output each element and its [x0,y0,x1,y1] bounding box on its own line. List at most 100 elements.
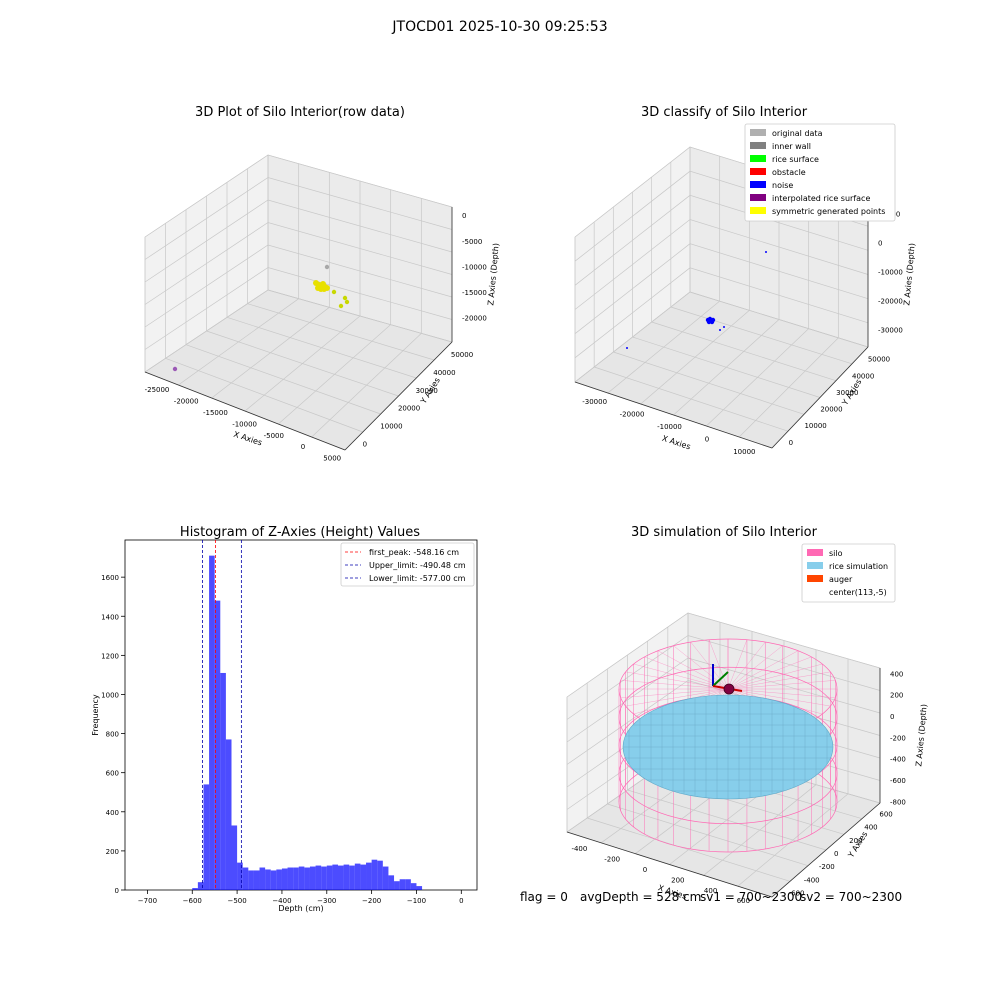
silo-line [708,639,729,690]
z-axis-label: Z Axies (Depth) [902,243,916,306]
silo-line [727,671,831,690]
y-axis-line [771,346,869,449]
y-axis-line [771,802,881,898]
footer: flag = 0 avgDepth = 528 cm sv1 = 700~230… [520,890,902,904]
y-tick-label: -200 [819,863,835,871]
data-point-noise [626,347,628,349]
data-point-noise [719,329,721,331]
legend-label: interpolated rice surface [772,194,870,203]
histogram-bar [377,860,383,890]
x-tick-label: -400 [571,845,587,853]
z-tick-label: -20000 [878,298,903,306]
legend-swatch [750,181,766,188]
silo-line [625,688,729,707]
z-tick-label: 400 [890,670,903,678]
legend-box [744,123,896,222]
z-tick-label: -30000 [878,327,903,335]
y-tick-label: 600 [879,811,892,819]
z-tick-label: -200 [890,734,906,742]
histogram-bar [315,865,322,890]
silo-line [727,639,748,690]
y-tick-label: 400 [864,824,877,832]
silo-line [620,680,729,690]
histogram-bar [197,882,204,890]
y-axis-label: Frequency [91,694,100,736]
x-axis-label: X Axies [661,434,692,452]
panel-classify-3d: -30000 -20000 -10000 0 10000 0 10000 20000 30000… [574,105,917,456]
silo-line [727,645,783,690]
data-point [320,281,326,287]
histogram-bar [276,869,282,890]
legend-label: first_peak: -548.16 cm [369,548,459,557]
y-tick-label: 20000 [398,405,420,413]
silo-line [727,656,812,690]
histogram-bar [354,863,361,890]
legend-label: symmetric generated points [772,207,885,216]
silo-line [727,688,836,698]
x-tick-label: 600 [737,897,750,905]
y-tick-label: 400 [106,809,119,817]
footer-sv2: sv2 = 700~2300 [800,890,902,904]
x-tick-label: −100 [407,897,426,905]
y-tick-label: 200 [849,837,862,845]
x-tick-label: -30000 [582,398,607,406]
data-point [324,264,330,270]
data-point [331,289,337,295]
y-tick-label: 800 [106,731,119,739]
z-tick-label: -400 [890,756,906,764]
y-tick-label: 20000 [820,406,842,414]
z-tick-label: -10000 [878,269,903,277]
histogram-bar [242,867,249,890]
grid-line [566,612,881,698]
y-tick-label: 40000 [852,372,874,380]
y-tick-label: -600 [789,889,805,897]
y-tick-label: 50000 [868,356,890,364]
x-axis-line [574,381,773,449]
data-point-noise [723,326,725,328]
legend-swatch [807,575,823,582]
x-tick-label: -25000 [145,386,170,394]
auger [712,664,743,695]
histogram-bar [231,825,238,890]
legend-label: noise [772,181,793,190]
y-tick-label: 1400 [101,613,119,621]
legend-box [801,543,896,603]
z-tick-label: -10000 [462,263,487,271]
y-tick-label: 0 [115,887,119,895]
y-tick-label: 30000 [836,389,858,397]
rice-simulation [622,694,834,800]
z-tick-label: 0 [462,212,466,220]
panel-raw-data-3d: -25000-20000-15000-10000-500005000010000… [144,105,501,463]
x-tick-label: −600 [183,897,202,905]
z-axis-label: Z Axies (Depth) [486,243,500,306]
legend-label: center(113,-5) [829,588,887,597]
chart-title: 3D Plot of Silo Interior(row data) [195,105,405,120]
histogram-bar [388,875,395,890]
histogram-bar [259,867,266,890]
y-tick-label: 10000 [380,422,402,430]
footer-flag: flag = 0 [520,890,568,904]
chart-title: 3D simulation of Silo Interior [631,525,818,540]
x-tick-label: −200 [362,897,381,905]
silo-line [727,641,766,690]
histogram-bar [192,888,198,890]
y-tick-label: 600 [106,770,119,778]
grid-line [737,793,849,887]
silo-line [625,671,729,690]
x-tick-label: -15000 [203,409,228,417]
histogram-bar [203,784,210,890]
y-tick-label: 1000 [101,691,119,699]
histogram-bar [399,879,406,890]
histogram-bar [265,869,271,890]
x-tick-label: 200 [671,876,684,884]
histogram-bar [298,866,305,890]
z-tick-label: -600 [890,777,906,785]
legend-swatch [807,549,823,556]
chart-title: Histogram of Z-Axies (Height) Values [180,525,420,540]
x-tick-label: −300 [317,897,336,905]
data-point [342,295,348,301]
legend-swatch [750,129,766,136]
histogram-bar [287,867,294,890]
y-tick-label: 0 [834,850,838,858]
